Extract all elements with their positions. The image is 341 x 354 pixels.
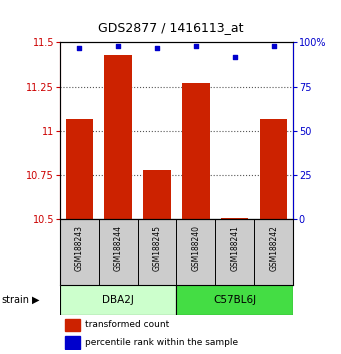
Bar xyxy=(143,170,170,219)
Text: transformed count: transformed count xyxy=(85,320,169,330)
Point xyxy=(115,43,121,49)
Bar xyxy=(221,218,249,219)
Bar xyxy=(260,119,287,219)
Bar xyxy=(65,336,80,349)
Text: percentile rank within the sample: percentile rank within the sample xyxy=(85,338,238,347)
Bar xyxy=(177,285,293,315)
Text: GSM188244: GSM188244 xyxy=(114,225,122,271)
Bar xyxy=(60,285,177,315)
Point xyxy=(271,43,277,49)
Text: GSM188245: GSM188245 xyxy=(152,225,162,271)
Point xyxy=(193,43,199,49)
Text: C57BL6J: C57BL6J xyxy=(213,295,256,305)
Text: GDS2877 / 1416113_at: GDS2877 / 1416113_at xyxy=(98,21,243,34)
Text: GSM188243: GSM188243 xyxy=(75,225,84,271)
Text: ▶: ▶ xyxy=(32,295,40,305)
Text: GSM188241: GSM188241 xyxy=(231,225,239,270)
Bar xyxy=(182,83,210,219)
Bar xyxy=(65,319,80,331)
Text: DBA2J: DBA2J xyxy=(102,295,134,305)
Text: strain: strain xyxy=(2,295,30,305)
Bar xyxy=(104,55,132,219)
Text: GSM188240: GSM188240 xyxy=(191,225,201,271)
Point xyxy=(76,45,82,51)
Text: GSM188242: GSM188242 xyxy=(269,225,278,270)
Bar xyxy=(65,119,93,219)
Point xyxy=(232,54,238,59)
Point xyxy=(154,45,160,51)
